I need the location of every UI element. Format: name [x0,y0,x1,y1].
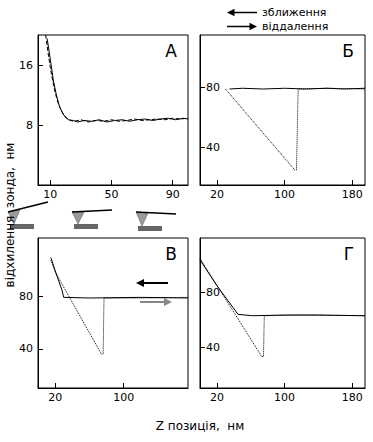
svg-text:віддалення: віддалення [262,20,328,33]
svg-text:40: 40 [19,342,33,355]
svg-text:Б: Б [342,41,354,61]
svg-text:40: 40 [206,141,220,154]
svg-text:Z позиція, нм: Z позиція, нм [156,419,244,433]
svg-text:8: 8 [26,119,33,132]
svg-text:Г: Г [344,244,354,264]
svg-text:16: 16 [19,59,33,72]
svg-text:80: 80 [206,81,220,94]
svg-text:180: 180 [342,188,363,201]
svg-text:20: 20 [210,391,224,404]
svg-text:В: В [165,244,177,264]
svg-text:100: 100 [274,188,295,201]
svg-text:80: 80 [19,290,33,303]
svg-text:40: 40 [206,341,220,354]
svg-text:10: 10 [43,188,57,201]
svg-text:зближення: зближення [262,6,327,19]
svg-text:90: 90 [166,188,180,201]
svg-text:50: 50 [104,188,118,201]
svg-text:20: 20 [210,188,224,201]
svg-text:100: 100 [113,391,134,404]
svg-text:20: 20 [48,391,62,404]
svg-text:100: 100 [274,391,295,404]
svg-text:80: 80 [206,286,220,299]
svg-text:А: А [165,41,177,61]
svg-text:відхилення зонда, нм: відхилення зонда, нм [3,143,17,288]
svg-text:180: 180 [342,391,363,404]
